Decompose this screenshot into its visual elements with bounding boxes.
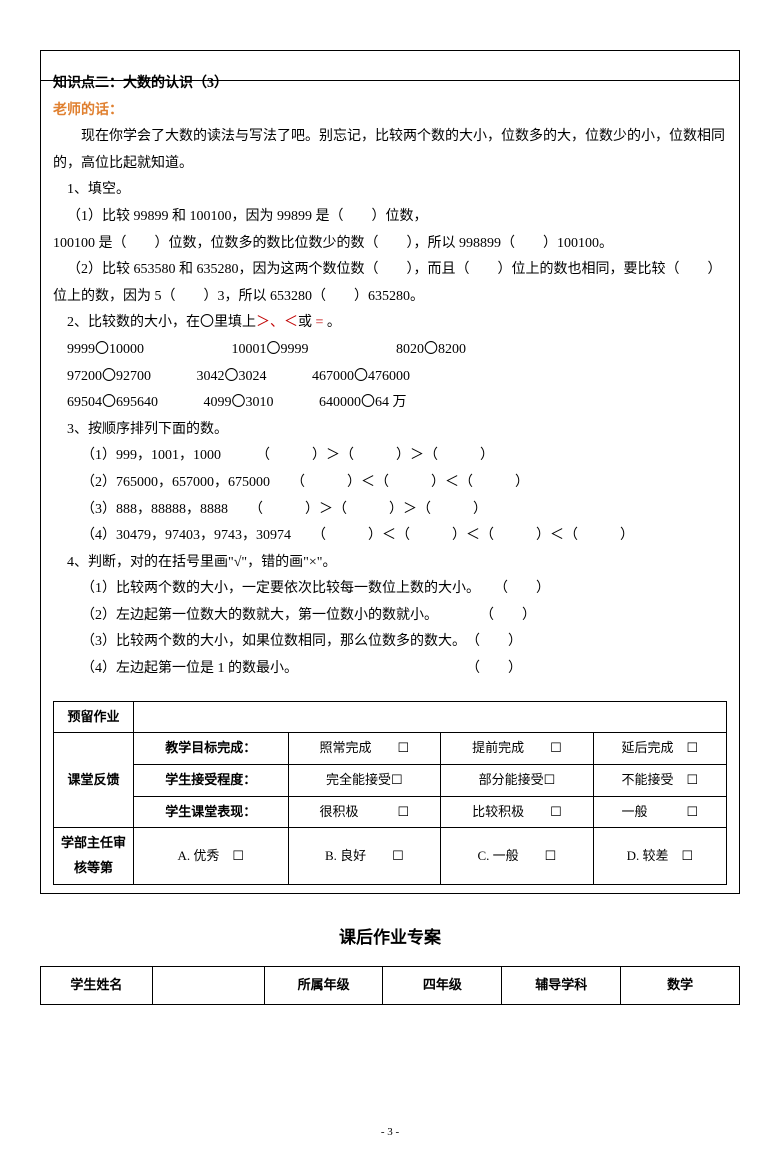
q1-2: （2）比较 653580 和 635280，因为这两个数位数（ ），而且（ ）位… — [53, 257, 727, 310]
lt-symbol: ＜ — [284, 315, 298, 330]
q3-label: 3、按顺序排列下面的数。 — [53, 417, 727, 444]
cmp-row-2: 97200〇92700 3042〇3024 467000〇476000 — [53, 364, 727, 391]
perf-label: 学生课堂表现： — [134, 796, 289, 828]
intro-text: 现在你学会了大数的读法与写法了吧。别忘记，比较两个数的大小，位数多的大，位数少的… — [53, 124, 727, 177]
name-label: 学生姓名 — [41, 967, 153, 1005]
cmp-2c: 467000〇476000 — [312, 369, 410, 384]
q4-3: （3）比较两个数的大小，如果位数相同，那么位数多的数大。 （ ） — [53, 629, 727, 656]
q4-2: （2）左边起第一位数大的数就大，第一位数小的数就小。 （ ） — [53, 603, 727, 630]
q1-1b: 100100 是（ ）位数，位数多的数比位数少的数（ ），所以 998899（ … — [53, 231, 727, 258]
q3-2: （2）765000，657000，675000 （ ）＜（ ）＜（ ） — [53, 470, 727, 497]
q2-text-b: 或 — [298, 315, 312, 330]
reserve-label: 预留作业 — [54, 701, 134, 733]
cmp-2b: 3042〇3024 — [197, 369, 267, 384]
cmp-row-1: 9999〇10000 10001〇9999 8020〇8200 — [53, 337, 727, 364]
cmp-3c: 640000〇64 万 — [319, 395, 407, 410]
top-rule — [40, 80, 740, 81]
table-row: 预留作业 — [54, 701, 727, 733]
table-row: 课堂反馈 教学目标完成： 照常完成 ☐ 提前完成 ☐ 延后完成 ☐ — [54, 733, 727, 765]
audit-opt-d: D. 较差 ☐ — [593, 828, 726, 884]
homework-title: 课后作业专案 — [0, 922, 780, 954]
table-row: 学生课堂表现： 很积极 ☐ 比较积极 ☐ 一般 ☐ — [54, 796, 727, 828]
q1-label: 1、填空。 — [53, 177, 727, 204]
cmp-1c: 8020〇8200 — [396, 342, 466, 357]
q3-4: （4）30479，97403，9743，30974 （ ）＜（ ）＜（ ）＜（ … — [53, 523, 727, 550]
perf-opt-c: 一般 ☐ — [593, 796, 726, 828]
teacher-note-label: 老师的话： — [53, 98, 727, 125]
q2-dot: 。 — [327, 315, 341, 330]
goal-opt-a: 照常完成 ☐ — [288, 733, 441, 765]
cmp-1a: 9999〇10000 — [67, 342, 144, 357]
subject-label: 辅导学科 — [502, 967, 621, 1005]
table-row: 学生接受程度： 完全能接受☐ 部分能接受☐ 不能接受 ☐ — [54, 765, 727, 797]
audit-opt-b: B. 良好 ☐ — [288, 828, 441, 884]
perf-opt-b: 比较积极 ☐ — [441, 796, 594, 828]
section-title: 知识点二：大数的认识（3） — [53, 71, 727, 98]
q4-4: （4）左边起第一位是 1 的数最小。 （ ） — [53, 656, 727, 683]
q2-label: 2、比较数的大小，在〇里填上＞、＜或 = 。 — [53, 310, 727, 337]
grade-label: 所属年级 — [264, 967, 383, 1005]
q4-1: （1）比较两个数的大小，一定要依次比较每一数位上数的大小。 （ ） — [53, 576, 727, 603]
audit-label: 学部主任审核等第 — [54, 828, 134, 884]
perf-opt-a: 很积极 ☐ — [288, 796, 441, 828]
accept-opt-c: 不能接受 ☐ — [593, 765, 726, 797]
cmp-row-3: 69504〇695640 4099〇3010 640000〇64 万 — [53, 390, 727, 417]
content-box: 知识点二：大数的认识（3） 老师的话： 现在你学会了大数的读法与写法了吧。别忘记… — [40, 50, 740, 894]
table-row: 学生姓名 所属年级 四年级 辅导学科 数学 — [41, 967, 740, 1005]
cmp-3b: 4099〇3010 — [204, 395, 274, 410]
name-value — [152, 967, 264, 1005]
q1-1: （1）比较 99899 和 100100，因为 99899 是（ ）位数， — [53, 204, 727, 231]
cmp-3a: 69504〇695640 — [67, 395, 158, 410]
subject-value: 数学 — [621, 967, 740, 1005]
audit-opt-a: A. 优秀 ☐ — [134, 828, 289, 884]
q3-1: （1）999，1001，1000 （ ）＞（ ）＞（ ） — [53, 443, 727, 470]
q4-label: 4、判断，对的在括号里画"√"，错的画"×"。 — [53, 550, 727, 577]
table-row: 学部主任审核等第 A. 优秀 ☐ B. 良好 ☐ C. 一般 ☐ D. 较差 ☐ — [54, 828, 727, 884]
gt-symbol: ＞、 — [256, 315, 284, 330]
page-number: - 3 - — [0, 1122, 780, 1143]
eq-symbol: = — [312, 315, 327, 330]
feedback-label: 课堂反馈 — [54, 733, 134, 828]
accept-opt-a: 完全能接受☐ — [288, 765, 441, 797]
homework-table: 学生姓名 所属年级 四年级 辅导学科 数学 — [40, 966, 740, 1005]
grade-value: 四年级 — [383, 967, 502, 1005]
goal-label: 教学目标完成： — [134, 733, 289, 765]
cmp-1b: 10001〇9999 — [232, 342, 309, 357]
reserve-cell — [134, 701, 727, 733]
q3-3: （3）888，88888，8888 （ ）＞（ ）＞（ ） — [53, 497, 727, 524]
goal-opt-c: 延后完成 ☐ — [593, 733, 726, 765]
goal-opt-b: 提前完成 ☐ — [441, 733, 594, 765]
cmp-2a: 97200〇92700 — [67, 369, 151, 384]
teacher-label: 老师的话： — [53, 103, 123, 118]
q2-text-a: 2、比较数的大小，在〇里填上 — [67, 315, 256, 330]
accept-opt-b: 部分能接受☐ — [441, 765, 594, 797]
accept-label: 学生接受程度： — [134, 765, 289, 797]
feedback-table: 预留作业 课堂反馈 教学目标完成： 照常完成 ☐ 提前完成 ☐ 延后完成 ☐ 学… — [53, 701, 727, 885]
audit-opt-c: C. 一般 ☐ — [441, 828, 594, 884]
